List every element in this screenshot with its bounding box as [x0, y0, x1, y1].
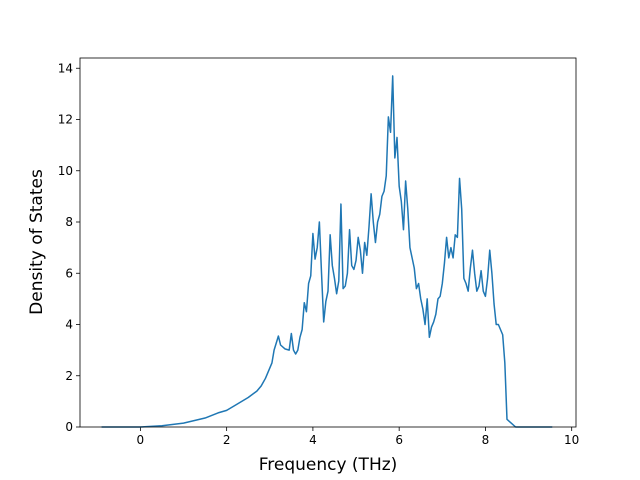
- y-axis-label: Density of States: [27, 169, 47, 315]
- x-tick-label: 0: [137, 433, 145, 447]
- x-axis-label: Frequency (THz): [259, 455, 398, 475]
- y-tick-label: 12: [58, 113, 73, 127]
- x-tick-label: 6: [395, 433, 403, 447]
- y-tick-label: 0: [65, 420, 73, 434]
- x-tick-label: 4: [309, 433, 317, 447]
- y-tick-label: 2: [65, 369, 73, 383]
- x-tick-label: 10: [564, 433, 579, 447]
- x-tick-label: 8: [482, 433, 490, 447]
- y-tick-label: 8: [65, 215, 73, 229]
- y-tick-label: 4: [65, 318, 73, 332]
- line-series: [101, 75, 553, 428]
- y-tick-label: 10: [58, 164, 73, 178]
- x-tick-label: 2: [223, 433, 231, 447]
- y-tick-label: 6: [65, 266, 73, 280]
- y-tick-label: 14: [58, 61, 73, 75]
- plot-frame: [79, 57, 577, 428]
